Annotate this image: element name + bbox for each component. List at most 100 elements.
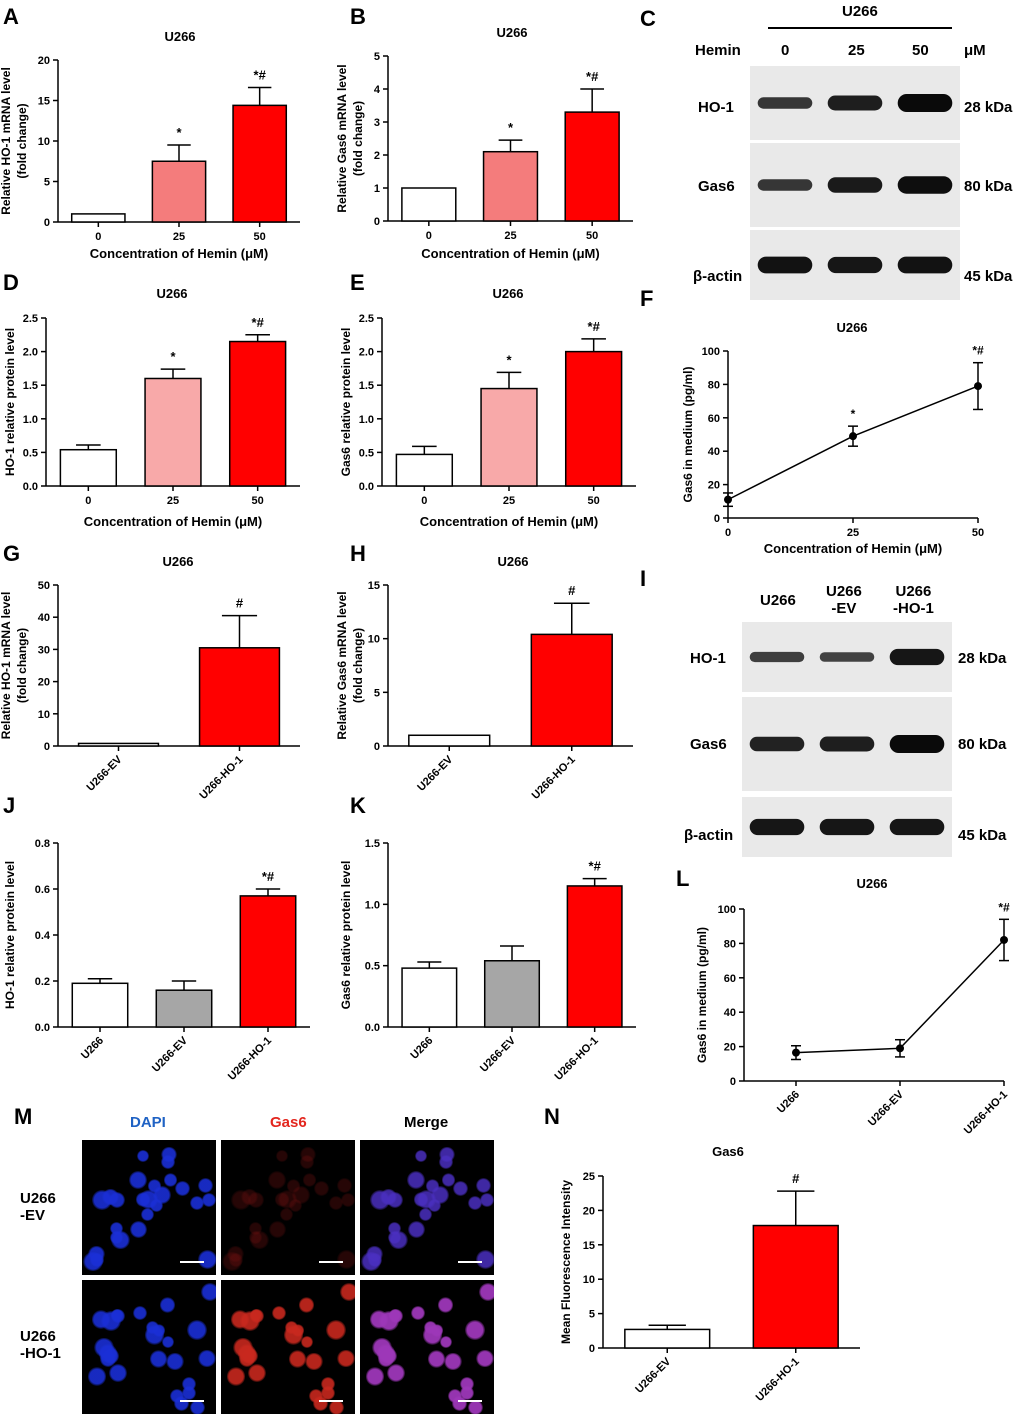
micro-cell bbox=[460, 1385, 475, 1400]
wb-c-cell-line: U266 bbox=[842, 3, 878, 20]
micro-cell bbox=[110, 1309, 125, 1324]
micro-cell bbox=[227, 1245, 245, 1263]
chart-j-xtick-label: U266-HO-1 bbox=[226, 1035, 274, 1083]
micro-cell bbox=[305, 1352, 323, 1371]
micro-cell bbox=[175, 1181, 191, 1196]
wb-i-blot-actin bbox=[742, 797, 952, 857]
chart-d-ylabel: HO-1 relative protein level bbox=[3, 328, 17, 476]
chart-e bbox=[377, 317, 636, 491]
chart-e-xtick-label: 50 bbox=[588, 495, 600, 507]
chart-f-xtick-label: 0 bbox=[725, 527, 731, 539]
chart-d-title: U266 bbox=[156, 286, 188, 301]
chart-l-xtick-label: U266-HO-1 bbox=[962, 1089, 1010, 1137]
wb-i-lane-2: U266 -EV bbox=[826, 583, 862, 617]
panel-letter-g: G bbox=[3, 541, 21, 566]
panel-letter-e: E bbox=[350, 270, 365, 295]
micro-cell bbox=[197, 1250, 216, 1270]
micro-row-ho1-line2: -HO-1 bbox=[20, 1345, 61, 1362]
chart-e-ytick-label: 0.5 bbox=[359, 447, 374, 459]
chart-f-title: U266 bbox=[836, 320, 868, 335]
chart-f-point bbox=[849, 432, 857, 441]
chart-h-ylabel: Relative Gas6 mRNA level bbox=[335, 591, 349, 739]
micro-cell bbox=[248, 1191, 265, 1208]
micro-cell bbox=[465, 1320, 486, 1340]
micro-cell bbox=[336, 1177, 353, 1194]
chart-b-ytick-label: 3 bbox=[374, 117, 380, 129]
wb-c-treatment-label: Hemin bbox=[695, 42, 741, 59]
micro-cell bbox=[291, 1185, 310, 1204]
wb-band bbox=[897, 94, 953, 112]
chart-b-ytick-label: 4 bbox=[374, 84, 381, 96]
wb-band bbox=[827, 95, 883, 111]
chart-h-sig-label: # bbox=[568, 583, 576, 598]
chart-j-ytick-label: 0.6 bbox=[35, 884, 50, 896]
chart-b-bar bbox=[564, 111, 620, 222]
wb-band bbox=[819, 652, 875, 662]
chart-n-title: Gas6 bbox=[712, 1144, 744, 1159]
micro-cell bbox=[201, 1283, 216, 1302]
micro-cell bbox=[314, 1181, 330, 1196]
wb-c-blot-actin bbox=[750, 230, 960, 300]
micro-cell bbox=[189, 1196, 204, 1211]
micro-cell bbox=[248, 1230, 262, 1244]
micro-cell bbox=[87, 1366, 107, 1386]
micro-cell bbox=[480, 1193, 494, 1208]
chart-e-ytick-label: 1.5 bbox=[359, 380, 374, 392]
wb-c-size-ho1: 28 kDa bbox=[964, 99, 1013, 116]
chart-l-point bbox=[896, 1044, 904, 1053]
micro-cell bbox=[407, 1220, 425, 1239]
chart-g-xtick-label: U266-EV bbox=[85, 753, 126, 794]
chart-h bbox=[383, 584, 633, 751]
micro-cell bbox=[149, 1350, 167, 1368]
micro-cell bbox=[411, 1305, 425, 1320]
wb-band bbox=[889, 818, 945, 836]
chart-h-xtick-label: U266-HO-1 bbox=[530, 754, 578, 802]
chart-l-xtick-label: U266-EV bbox=[866, 1088, 907, 1129]
chart-j-bar bbox=[155, 989, 213, 1028]
micro-cell bbox=[475, 1177, 492, 1194]
chart-k-xtick-label: U266-HO-1 bbox=[553, 1035, 601, 1083]
chart-f-xlabel: Concentration of Hemin (μM) bbox=[764, 541, 942, 556]
chart-d-ytick-label: 0.0 bbox=[23, 481, 38, 493]
chart-l bbox=[739, 908, 1009, 1086]
chart-d-ytick-label: 2.0 bbox=[23, 347, 38, 359]
micro-cell bbox=[141, 1208, 155, 1221]
micro-cell bbox=[241, 1348, 259, 1365]
wb-i-lane-2-line1: U266 bbox=[826, 583, 862, 600]
chart-n-bar bbox=[624, 1328, 711, 1349]
chart-d-xtick-label: 0 bbox=[85, 495, 91, 507]
micro-cell bbox=[102, 1188, 119, 1206]
micro-col-gas6: Gas6 bbox=[270, 1114, 307, 1131]
chart-j-ytick-label: 0.4 bbox=[35, 930, 51, 942]
chart-f-point bbox=[724, 495, 732, 504]
chart-g-sig-label: # bbox=[236, 596, 244, 611]
panel-letter-m: M bbox=[14, 1104, 33, 1129]
chart-d-bar bbox=[59, 448, 118, 487]
wb-c-size-gas6: 80 kDa bbox=[964, 178, 1013, 195]
micro-cell bbox=[226, 1366, 246, 1386]
chart-b-xlabel: Concentration of Hemin (μM) bbox=[421, 246, 599, 261]
wb-i-blot-ho1 bbox=[742, 622, 952, 692]
wb-band bbox=[827, 256, 883, 274]
micro-cell bbox=[300, 1154, 314, 1169]
chart-f-ylabel: Gas6 in medium (pg/ml) bbox=[681, 366, 695, 502]
chart-j-ytick-label: 0.0 bbox=[35, 1022, 50, 1034]
chart-j bbox=[53, 842, 310, 1032]
micro-cell bbox=[230, 1309, 250, 1329]
chart-j-bar bbox=[239, 895, 297, 1028]
chart-e-xtick-label: 25 bbox=[503, 495, 515, 507]
chart-k-ylabel: Gas6 relative protein level bbox=[339, 861, 353, 1010]
panel-letter-l: L bbox=[676, 866, 690, 891]
wb-i-size-gas6: 80 kDa bbox=[958, 736, 1007, 753]
chart-l-ytick-label: 100 bbox=[718, 904, 736, 916]
chart-d-sig-label: *# bbox=[252, 315, 265, 330]
micro-cell bbox=[202, 1193, 216, 1208]
chart-a-ylabel: Relative HO-1 mRNA level bbox=[0, 67, 13, 215]
micro-cell bbox=[475, 1250, 494, 1270]
chart-e-title: U266 bbox=[492, 286, 524, 301]
wb-band bbox=[757, 256, 813, 274]
chart-n-ytick-label: 5 bbox=[589, 1309, 595, 1321]
chart-n-ytick-label: 25 bbox=[583, 1171, 595, 1183]
chart-a-xtick-label: 50 bbox=[254, 231, 266, 243]
micro-cell bbox=[136, 1149, 150, 1163]
